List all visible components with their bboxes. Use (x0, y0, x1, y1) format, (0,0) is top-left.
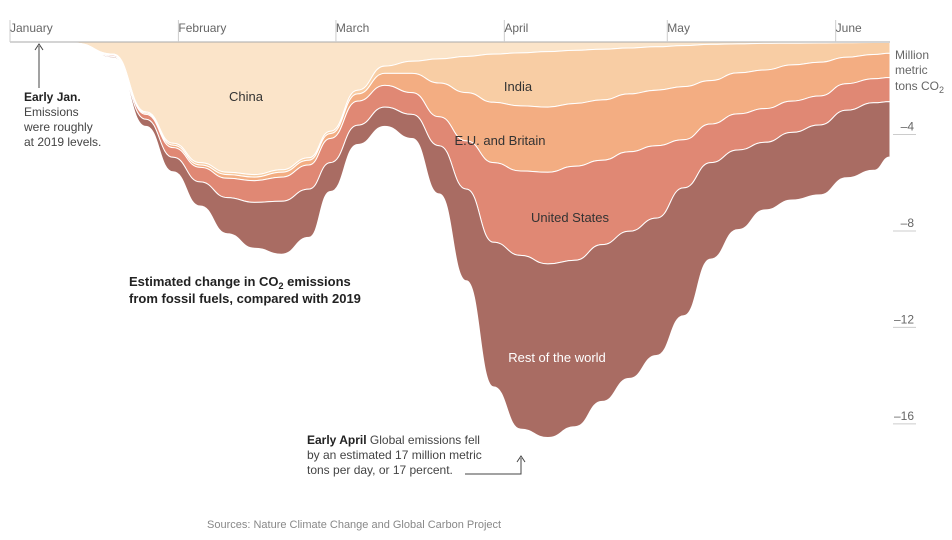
series-labels: China India E.U. and Britain United Stat… (229, 79, 610, 365)
unit-line-2: metric (895, 63, 928, 77)
area-rest-of-the-world (9, 41, 891, 438)
y-axis: –4 –8 –12 –16 (893, 119, 916, 425)
unit-subscript: 2 (939, 85, 944, 95)
annotation-jan-line-2: were roughly (23, 120, 93, 134)
month-label-may: May (667, 21, 690, 35)
month-label-january: January (10, 21, 53, 35)
month-label-june: June (836, 21, 862, 35)
chart-title: Estimated change in CO2 emissions from f… (129, 274, 361, 306)
annotation-jan-line-1: Emissions (24, 105, 79, 119)
annotation-april-line-1: Early April Global emissions fell (307, 433, 480, 447)
annotation-early-april: Early April Global emissions fell by an … (307, 433, 526, 477)
month-label-march: March (336, 21, 369, 35)
unit-line-3-text: tons CO (895, 79, 939, 93)
title-text-b: emissions (284, 274, 351, 289)
unit-line-1: Million (895, 48, 929, 62)
series-label-eu-britain: E.U. and Britain (454, 133, 545, 148)
y-tick-label-4: –4 (901, 119, 915, 133)
title-text-a: Estimated change in CO (129, 274, 279, 289)
annotation-april-arrowhead (516, 455, 526, 463)
series-label-rest-of-world: Rest of the world (508, 350, 606, 365)
series-label-united-states: United States (531, 210, 610, 225)
annotation-jan-line-3: at 2019 levels. (24, 135, 101, 149)
y-tick-label-16: –16 (894, 409, 914, 423)
y-tick-label-8: –8 (901, 216, 915, 230)
month-label-february: February (178, 21, 226, 35)
month-label-april: April (504, 21, 528, 35)
annotation-april-line-3: tons per day, or 17 percent. (307, 463, 453, 477)
unit-line-3: tons CO2 (895, 79, 944, 95)
month-axis: January February March April May June (9, 20, 890, 43)
chart-title-line-2: from fossil fuels, compared with 2019 (129, 291, 361, 306)
y-tick-label-12: –12 (894, 312, 914, 326)
series-label-india: India (504, 79, 533, 94)
annotation-jan-arrowhead (34, 43, 44, 51)
annotation-april-leader (465, 458, 522, 475)
chart-title-line-1: Estimated change in CO2 emissions (129, 274, 351, 291)
annotation-april-title: Early April (307, 433, 367, 447)
annotation-jan-title: Early Jan. (24, 90, 81, 104)
y-axis-unit-label: Million metric tons CO2 (895, 48, 944, 95)
stacked-areas (9, 41, 891, 438)
series-label-china: China (229, 89, 264, 104)
source-note: Sources: Nature Climate Change and Globa… (207, 519, 501, 531)
annotation-early-jan: Early Jan. Emissions were roughly at 201… (23, 43, 101, 149)
title-subscript: 2 (279, 281, 284, 291)
annotation-april-line-2: by an estimated 17 million metric (307, 448, 482, 462)
annotation-april-first-rest: Global emissions fell (367, 433, 480, 447)
